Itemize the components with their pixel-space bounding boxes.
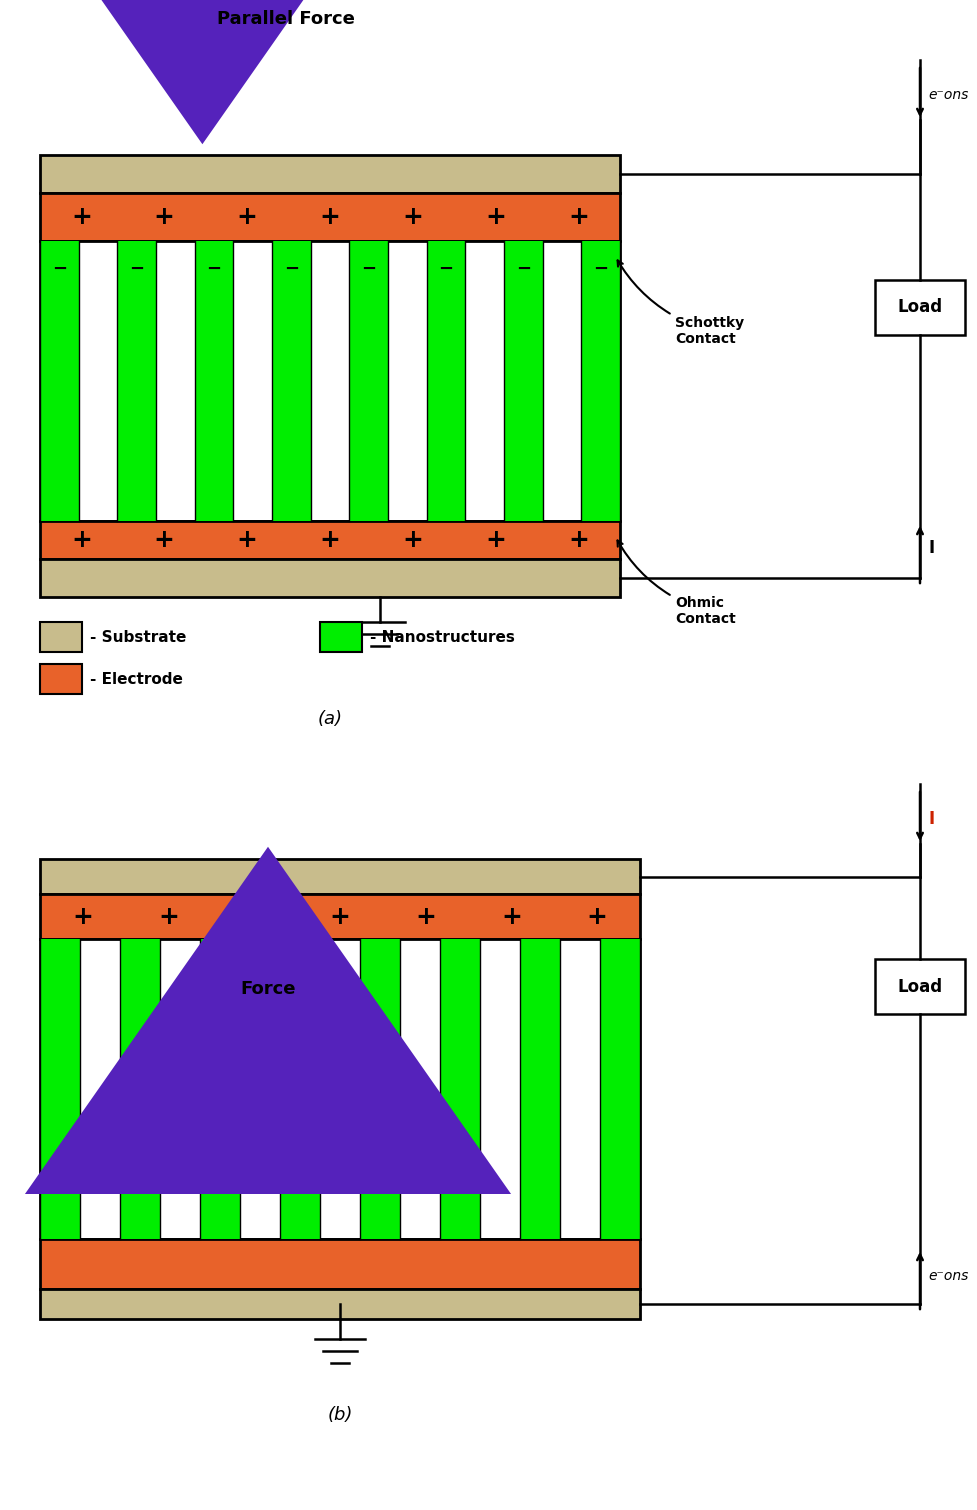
Bar: [199, 939, 239, 1240]
Text: −: −: [438, 260, 453, 278]
Text: (a): (a): [318, 710, 342, 728]
Text: Load: Load: [897, 977, 942, 995]
Text: −: −: [129, 260, 144, 278]
Bar: [426, 242, 465, 521]
Text: +: +: [153, 528, 175, 553]
Text: −: −: [515, 260, 531, 278]
Bar: [40, 859, 639, 894]
Text: +: +: [485, 528, 506, 553]
Bar: [319, 622, 361, 652]
Bar: [40, 242, 619, 521]
Text: −: −: [206, 260, 222, 278]
Bar: [40, 622, 82, 652]
Text: Force: Force: [240, 980, 295, 998]
Text: +: +: [329, 904, 350, 929]
Bar: [120, 939, 160, 1240]
Bar: [40, 1290, 639, 1320]
Text: −: −: [592, 260, 608, 278]
Bar: [440, 939, 480, 1240]
Text: −: −: [283, 260, 299, 278]
Bar: [117, 242, 156, 521]
Text: - Electrode: - Electrode: [90, 672, 183, 687]
Text: - Substrate: - Substrate: [90, 630, 187, 645]
Text: Ohmic
Contact: Ohmic Contact: [616, 541, 735, 627]
Text: +: +: [71, 528, 92, 553]
Bar: [279, 939, 319, 1240]
Text: +: +: [153, 205, 175, 230]
Bar: [194, 242, 234, 521]
Text: +: +: [236, 205, 257, 230]
Text: +: +: [243, 904, 265, 929]
Text: +: +: [319, 205, 340, 230]
Text: +: +: [71, 205, 92, 230]
Bar: [40, 156, 619, 193]
Text: +: +: [236, 528, 257, 553]
Bar: [580, 242, 619, 521]
Text: Parallel Force: Parallel Force: [217, 11, 355, 29]
Text: +: +: [415, 904, 436, 929]
Text: +: +: [586, 904, 607, 929]
Bar: [40, 664, 82, 695]
Text: +: +: [402, 528, 423, 553]
Text: e⁻ons: e⁻ons: [927, 1268, 967, 1283]
Bar: [599, 939, 639, 1240]
Text: Load: Load: [897, 299, 942, 317]
Bar: [40, 1240, 639, 1290]
Text: +: +: [402, 205, 423, 230]
Bar: [520, 939, 560, 1240]
Bar: [40, 894, 639, 939]
Bar: [40, 559, 619, 596]
Bar: [874, 959, 964, 1015]
Bar: [40, 939, 639, 1240]
Text: +: +: [72, 904, 93, 929]
Text: +: +: [158, 904, 179, 929]
Text: +: +: [568, 528, 588, 553]
Text: −: −: [52, 260, 66, 278]
Text: - Nanostructures: - Nanostructures: [369, 630, 514, 645]
Bar: [360, 939, 400, 1240]
Text: +: +: [485, 205, 506, 230]
Text: +: +: [319, 528, 340, 553]
Bar: [40, 242, 78, 521]
Text: −: −: [361, 260, 376, 278]
Bar: [40, 939, 80, 1240]
Bar: [503, 242, 542, 521]
Text: e⁻ons: e⁻ons: [927, 88, 967, 103]
Bar: [40, 521, 619, 559]
Text: I: I: [927, 809, 933, 827]
Bar: [272, 242, 311, 521]
Bar: [349, 242, 388, 521]
Bar: [874, 279, 964, 335]
Text: (b): (b): [327, 1406, 353, 1424]
Text: Schottky
Contact: Schottky Contact: [616, 260, 743, 346]
Text: I: I: [927, 539, 933, 557]
Bar: [40, 193, 619, 242]
Text: +: +: [500, 904, 522, 929]
Text: +: +: [568, 205, 588, 230]
